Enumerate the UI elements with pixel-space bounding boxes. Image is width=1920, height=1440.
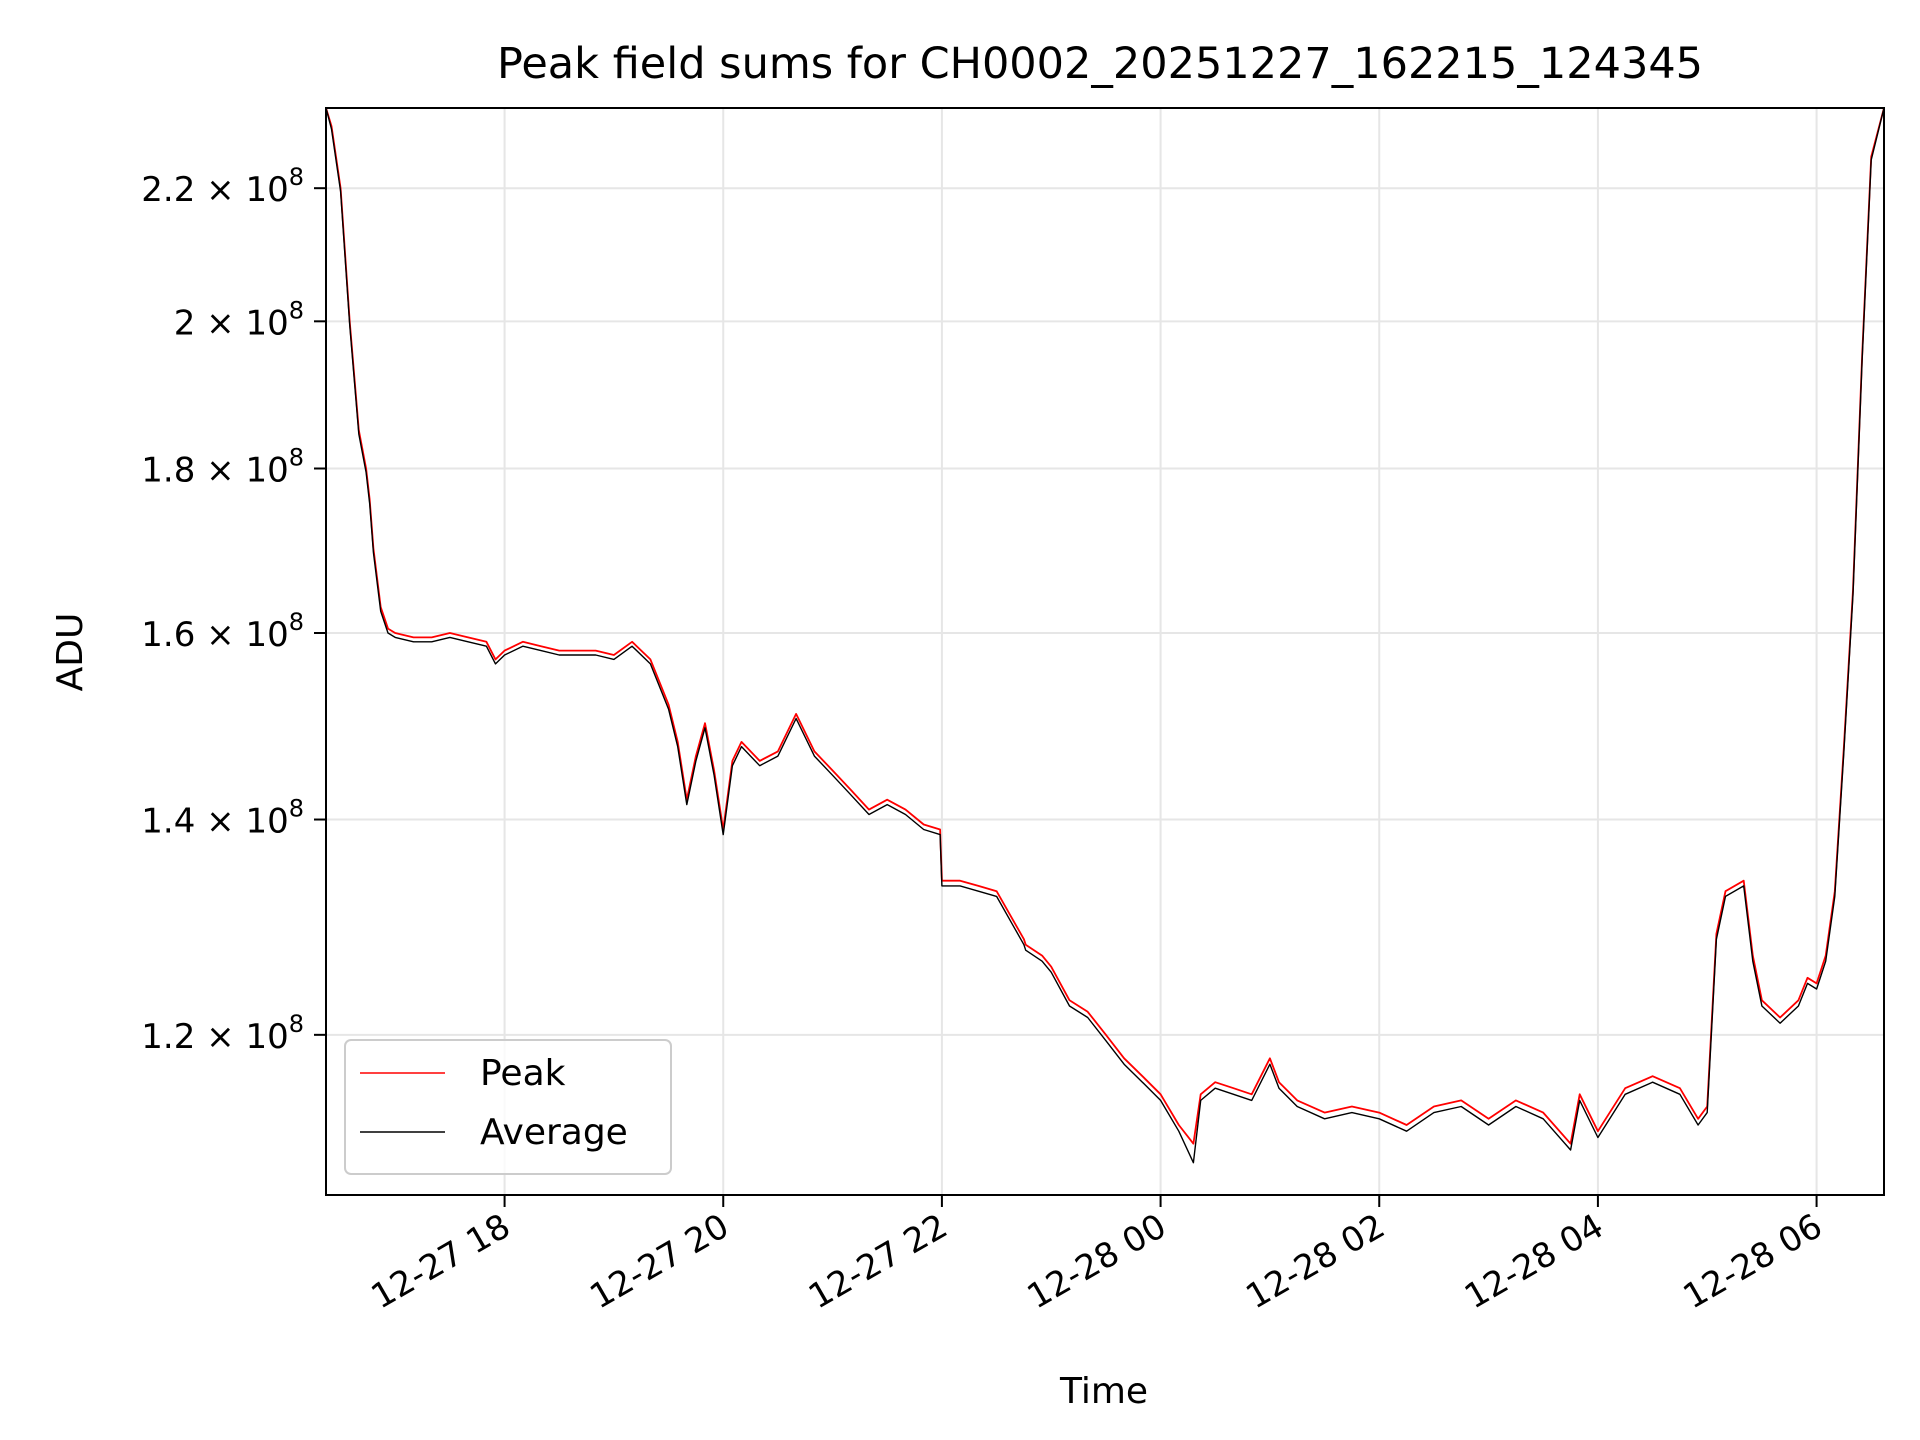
y-tick-label: 1.8 × 108 <box>141 443 304 490</box>
x-axis-label: Time <box>1059 1371 1148 1412</box>
legend-average-label: Average <box>480 1112 628 1153</box>
legend: Peak Average <box>344 1039 672 1175</box>
y-tick-label: 1.6 × 108 <box>141 608 304 655</box>
plot-area <box>326 108 1884 1164</box>
y-tick-label: 2 × 108 <box>174 296 304 343</box>
y-tick-label: 1.2 × 108 <box>141 1010 304 1057</box>
series-line-peak <box>326 108 1884 1145</box>
grid <box>326 108 1884 1195</box>
legend-peak-label: Peak <box>480 1053 566 1094</box>
series-line-average <box>326 108 1884 1164</box>
y-tick-label: 2.2 × 108 <box>141 163 304 210</box>
y-axis-label: ADU <box>50 613 91 692</box>
chart-title: Peak field sums for CH0002_20251227_1622… <box>497 39 1703 89</box>
axes-frame <box>325 107 1885 1196</box>
y-tick-label: 1.4 × 108 <box>141 795 304 842</box>
y-axis: 1.2 × 108 1.4 × 108 1.6 × 108 1.8 × 108 2 × … <box>141 163 326 1057</box>
